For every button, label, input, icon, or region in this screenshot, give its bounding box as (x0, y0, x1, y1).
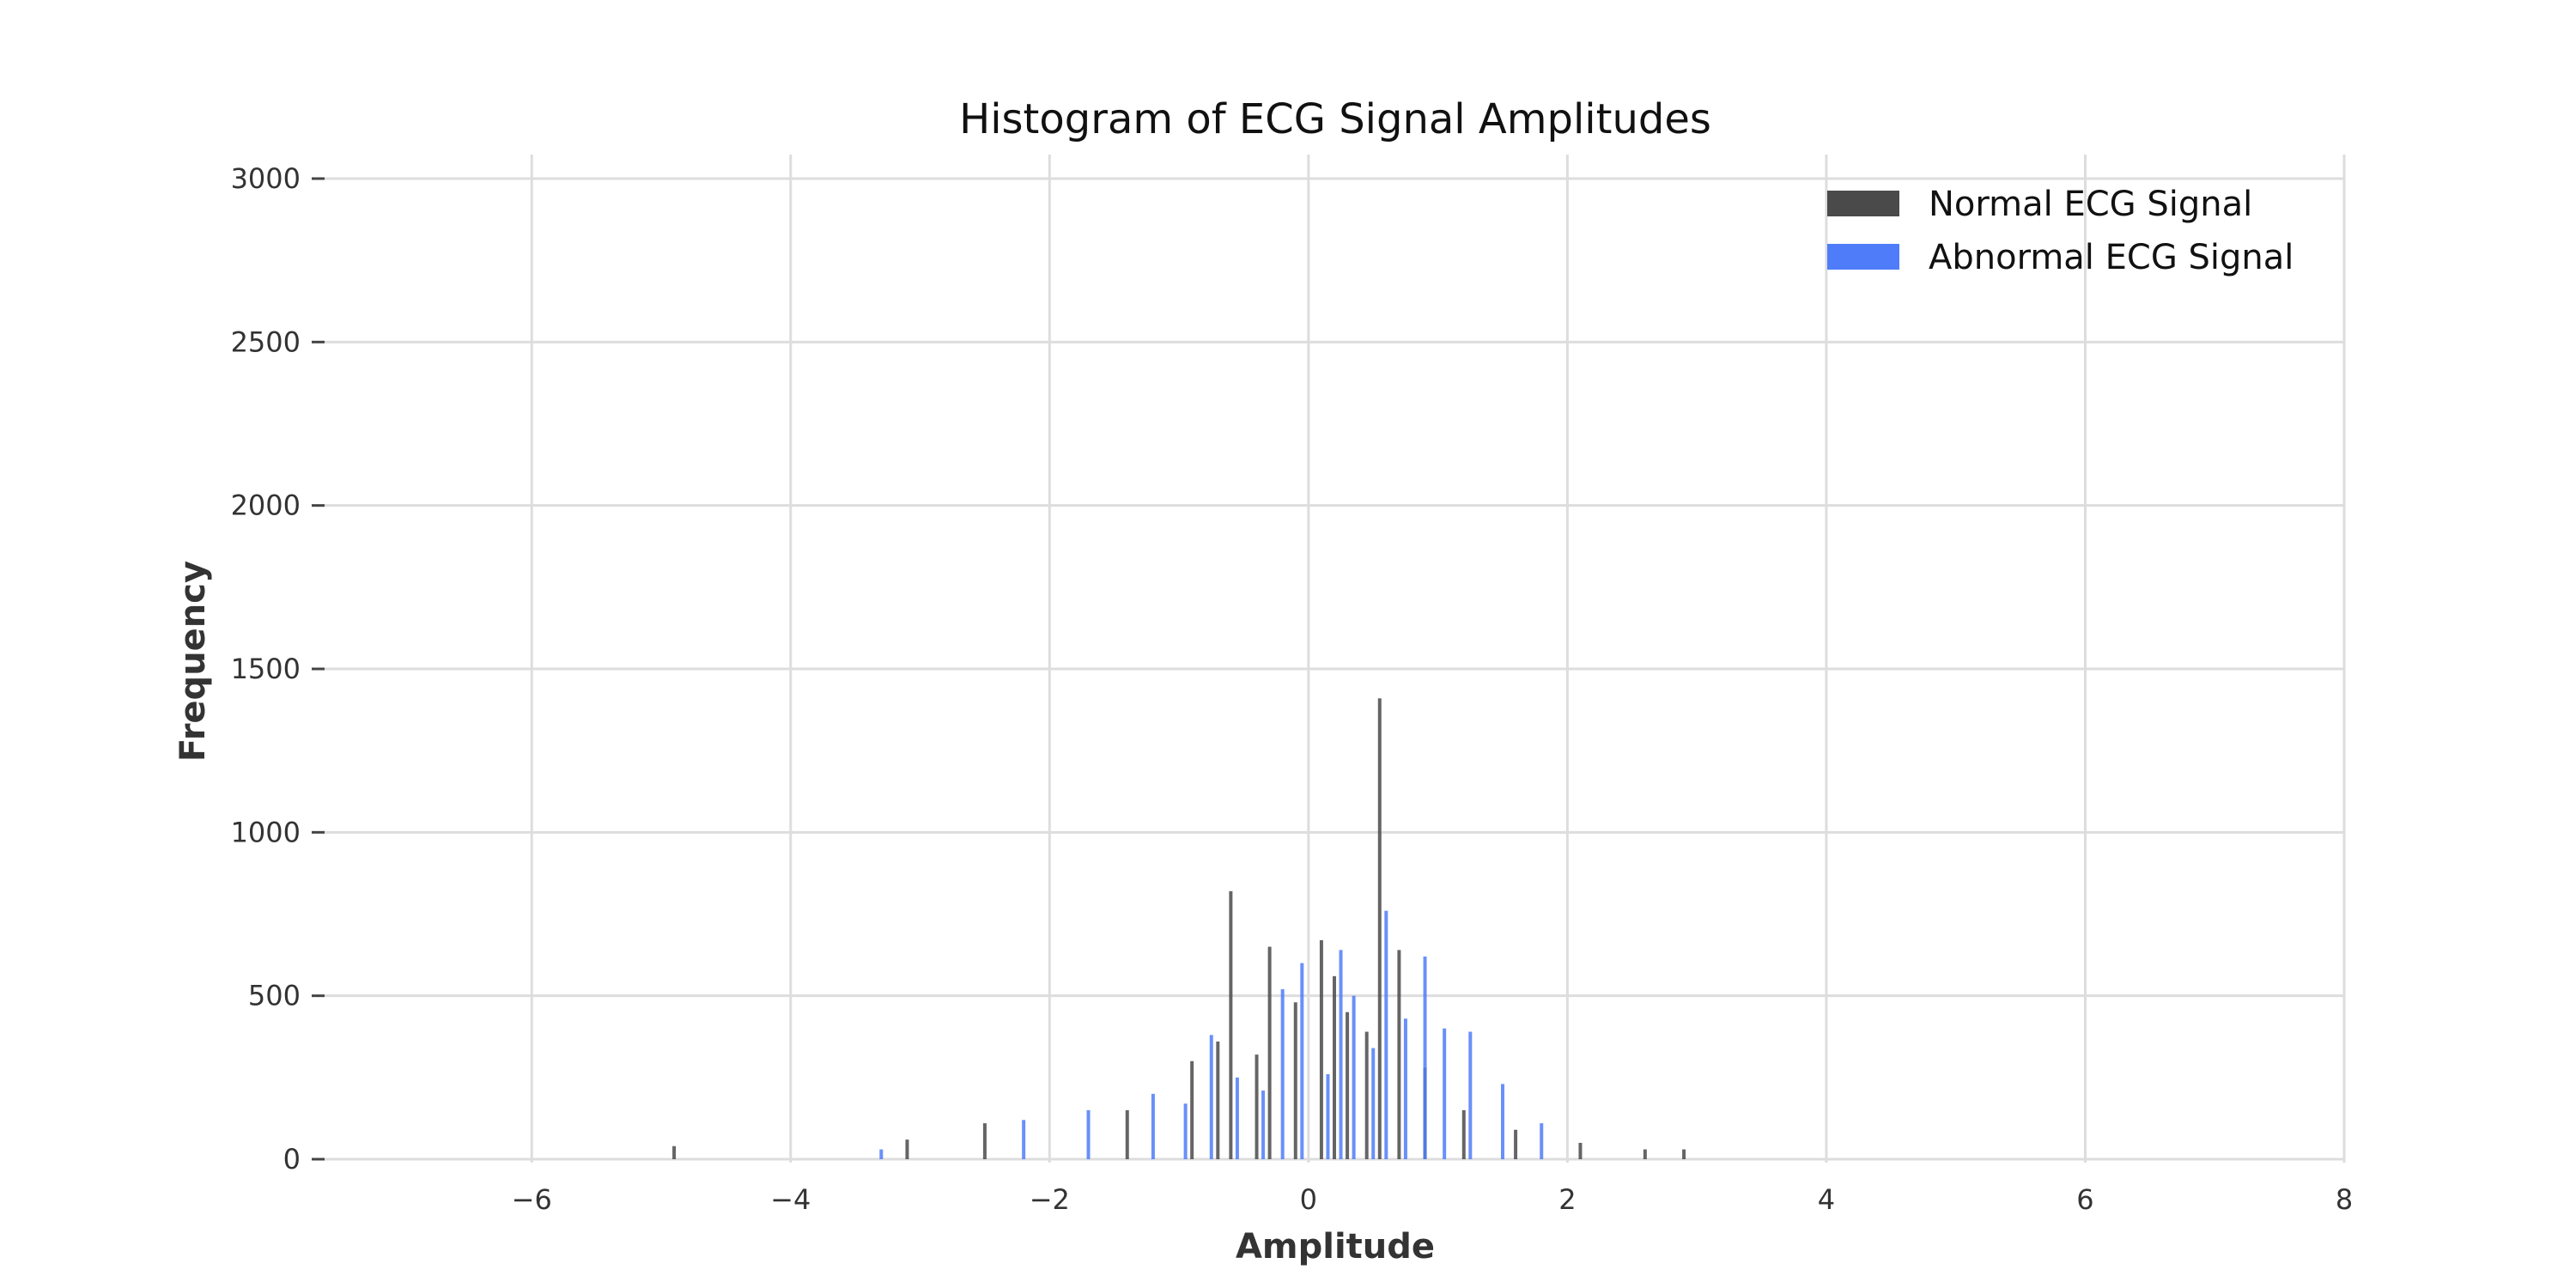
histogram-bar (1190, 1060, 1194, 1159)
histogram-bar (905, 1139, 909, 1159)
bars (672, 698, 1686, 1159)
histogram-bar (1540, 1123, 1544, 1159)
y-tick-label: 0 (283, 1143, 301, 1176)
histogram-bar (1514, 1129, 1518, 1159)
histogram-bar (1300, 963, 1304, 1159)
histogram-bar (1423, 956, 1427, 1159)
histogram-bar (1267, 946, 1272, 1159)
histogram-bar (1151, 1093, 1155, 1159)
histogram-bar (1371, 1048, 1376, 1159)
x-tick-label: −4 (770, 1183, 811, 1216)
histogram-bar (1468, 1031, 1473, 1159)
histogram-bar (1235, 1077, 1239, 1159)
legend: Normal ECG Signal Abnormal ECG Signal (1827, 185, 2293, 277)
histogram-bar (1346, 1012, 1350, 1159)
x-tick-label: −2 (1030, 1183, 1070, 1216)
histogram-bar (1022, 1120, 1026, 1159)
histogram-bar (1280, 989, 1285, 1159)
histogram-bar (1501, 1084, 1504, 1159)
x-tick-label: −6 (512, 1183, 552, 1216)
x-tick-label: 6 (2076, 1183, 2093, 1216)
x-tick-label: 4 (1818, 1183, 1835, 1216)
legend-swatch (1827, 244, 1899, 270)
x-tick-label: 8 (2336, 1183, 2353, 1216)
histogram-bar (1578, 1142, 1583, 1159)
axes: −6 −4 −2 0 2 4 6 8 0 500 1000 1500 2000 2500 3000 (231, 162, 2354, 1216)
histogram-bar (1326, 1074, 1330, 1159)
histogram-bar (1397, 950, 1401, 1159)
histogram-bar (1339, 950, 1343, 1159)
x-tick-label: 0 (1300, 1183, 1317, 1216)
histogram-bar (1086, 1109, 1091, 1159)
histogram-bar (1293, 1002, 1297, 1159)
histogram-bar (672, 1145, 677, 1159)
legend-label: Normal ECG Signal (1929, 185, 2252, 224)
histogram-bar (1216, 1041, 1220, 1159)
histogram-bar (1443, 1028, 1447, 1159)
histogram-bar (1209, 1035, 1213, 1159)
grid (325, 155, 2346, 1163)
y-tick-label: 500 (248, 980, 301, 1012)
y-tick-label: 2500 (231, 325, 301, 358)
histogram-bar (1403, 1018, 1407, 1159)
histogram-bar (1319, 939, 1323, 1159)
histogram-bar (1352, 995, 1356, 1159)
legend-label: Abnormal ECG Signal (1929, 238, 2293, 277)
y-axis-label: Frequency (173, 561, 213, 762)
histogram-bar (982, 1123, 987, 1159)
x-axis-label: Amplitude (1236, 1227, 1435, 1267)
legend-swatch (1827, 191, 1899, 216)
histogram-bar (879, 1149, 884, 1159)
y-tick-label: 1500 (231, 653, 301, 685)
histogram-bar (1229, 890, 1233, 1159)
histogram-bar (1377, 698, 1382, 1159)
x-tick-label: 2 (1558, 1183, 1576, 1216)
histogram-bar (1384, 910, 1388, 1159)
histogram-bar (1183, 1103, 1188, 1159)
y-tick-label: 3000 (231, 162, 301, 195)
histogram-bar (1255, 1054, 1259, 1159)
histogram-bar (1643, 1149, 1647, 1159)
histogram-bar (1682, 1149, 1686, 1159)
histogram-bar (1364, 1031, 1369, 1159)
histogram-bar (1461, 1109, 1466, 1159)
y-tick-label: 2000 (231, 489, 301, 522)
y-tick-label: 1000 (231, 816, 301, 848)
histogram-bar (1333, 975, 1336, 1159)
histogram-bar (1261, 1091, 1266, 1159)
chart-title: Histogram of ECG Signal Amplitudes (959, 95, 1711, 143)
histogram-bar (1125, 1109, 1129, 1159)
